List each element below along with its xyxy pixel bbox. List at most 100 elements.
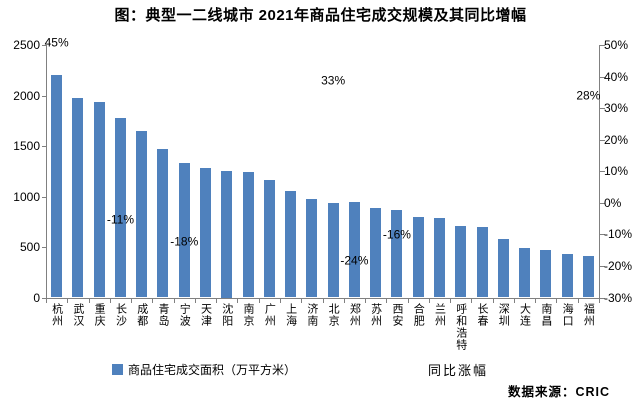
legend-item-bar-series: 商品住宅成交面积（万平方米） [112, 361, 296, 378]
x-axis-tick [109, 297, 111, 303]
x-axis-label: 济南 [305, 303, 318, 327]
x-axis-label: 郑州 [348, 303, 361, 327]
x-axis-label: 西安 [390, 303, 403, 327]
y-axis-right-label: 40% [604, 69, 629, 84]
x-axis-tick [131, 297, 133, 303]
y-axis-left-label: 500 [19, 240, 40, 254]
x-axis-tick [88, 297, 90, 303]
y-axis-left-tick [41, 297, 46, 299]
x-axis-tick [365, 297, 367, 303]
bar [582, 255, 594, 298]
growth-data-label: 45% [44, 35, 69, 50]
x-axis-tick [407, 297, 409, 303]
x-axis-tick [279, 297, 281, 303]
y-axis-right-label: 0% [604, 195, 622, 210]
y-axis-right-tick [600, 139, 605, 141]
x-axis-tick [386, 297, 388, 303]
y-axis-right-label: 50% [604, 38, 629, 52]
bar [263, 179, 275, 298]
x-axis-label: 呼和浩特 [454, 303, 467, 351]
y-axis-right-label: -20% [604, 258, 633, 273]
x-axis-label: 广州 [263, 303, 276, 327]
bar [327, 202, 339, 298]
x-axis-label: 海口 [561, 303, 574, 327]
y-axis-left-label: 1000 [13, 189, 40, 204]
bar [114, 118, 126, 298]
growth-data-label: -11% [106, 212, 134, 227]
data-source: 数据来源：CRIC [507, 385, 610, 399]
x-axis-label: 长春 [476, 303, 489, 327]
x-axis-label: 上海 [284, 303, 297, 327]
bar [178, 163, 190, 298]
y-axis-right-label: -10% [604, 227, 633, 242]
y-axis-right-tick [600, 202, 605, 204]
x-axis-label: 武汉 [71, 303, 84, 327]
x-axis-tick [513, 297, 515, 303]
bar [157, 149, 169, 298]
x-axis-tick [322, 297, 324, 303]
legend-bar-label: 商品住宅成交面积（万平方米） [128, 363, 297, 377]
growth-data-label: 28% [576, 88, 601, 103]
y-axis-right-tick [600, 45, 605, 46]
bar [221, 171, 233, 298]
x-axis-label: 沈阳 [220, 303, 233, 327]
x-axis-tick [599, 297, 600, 303]
y-axis-left-label: 2000 [13, 88, 40, 103]
bar [540, 250, 552, 298]
bar [93, 102, 105, 298]
x-axis-tick [301, 297, 303, 303]
growth-data-label: -24% [340, 253, 369, 268]
x-axis-label: 苏州 [369, 303, 382, 327]
x-axis-tick [450, 297, 452, 303]
x-axis-label: 兰州 [433, 303, 446, 327]
x-axis-label: 合肥 [412, 303, 425, 327]
bar [72, 97, 84, 298]
growth-data-label: 33% [321, 73, 346, 88]
bar [433, 218, 445, 298]
x-axis-label: 宁波 [178, 303, 191, 327]
x-axis-tick [173, 297, 175, 303]
x-axis-label: 南昌 [539, 303, 552, 327]
x-axis-tick [492, 297, 494, 303]
bar [391, 209, 403, 298]
x-axis-label: 深圳 [497, 303, 510, 327]
y-axis-right-label: 30% [604, 101, 629, 116]
y-axis-left-tick [41, 247, 46, 248]
x-axis-tick [237, 297, 239, 303]
y-axis-left-label: 1500 [13, 139, 40, 153]
x-axis-label: 北京 [327, 303, 340, 327]
bar [51, 75, 63, 298]
bar [306, 198, 318, 298]
y-axis-right-tick [600, 297, 605, 299]
y-axis-right-tick [600, 76, 605, 78]
bar [242, 172, 254, 298]
y-axis-right-label: 10% [604, 164, 629, 179]
y-axis-right-tick [600, 265, 605, 267]
y-axis-left-tick [41, 45, 46, 46]
y-axis-left-line [46, 45, 47, 299]
x-axis-label: 重庆 [93, 303, 106, 327]
x-axis-tick [46, 297, 47, 303]
x-axis-tick [152, 297, 154, 303]
x-axis-label: 成都 [135, 303, 148, 327]
x-axis-tick [471, 297, 473, 303]
y-axis-right-tick [600, 171, 605, 173]
x-axis-label: 长沙 [114, 303, 127, 327]
bar [200, 168, 212, 298]
y-axis-left-tick [41, 196, 46, 198]
x-axis-tick [258, 297, 260, 303]
x-axis-label: 大连 [518, 303, 531, 327]
x-axis-tick [194, 297, 196, 303]
x-axis-tick [216, 297, 218, 303]
x-axis-label: 青岛 [156, 303, 169, 327]
bar [476, 226, 488, 298]
y-axis-left-tick [41, 95, 46, 97]
x-axis-label: 福州 [582, 303, 595, 327]
bar [455, 225, 467, 298]
growth-data-label: -16% [382, 227, 411, 242]
x-axis-tick [556, 297, 558, 303]
bar [412, 216, 424, 298]
y-axis-right-line [599, 45, 600, 299]
